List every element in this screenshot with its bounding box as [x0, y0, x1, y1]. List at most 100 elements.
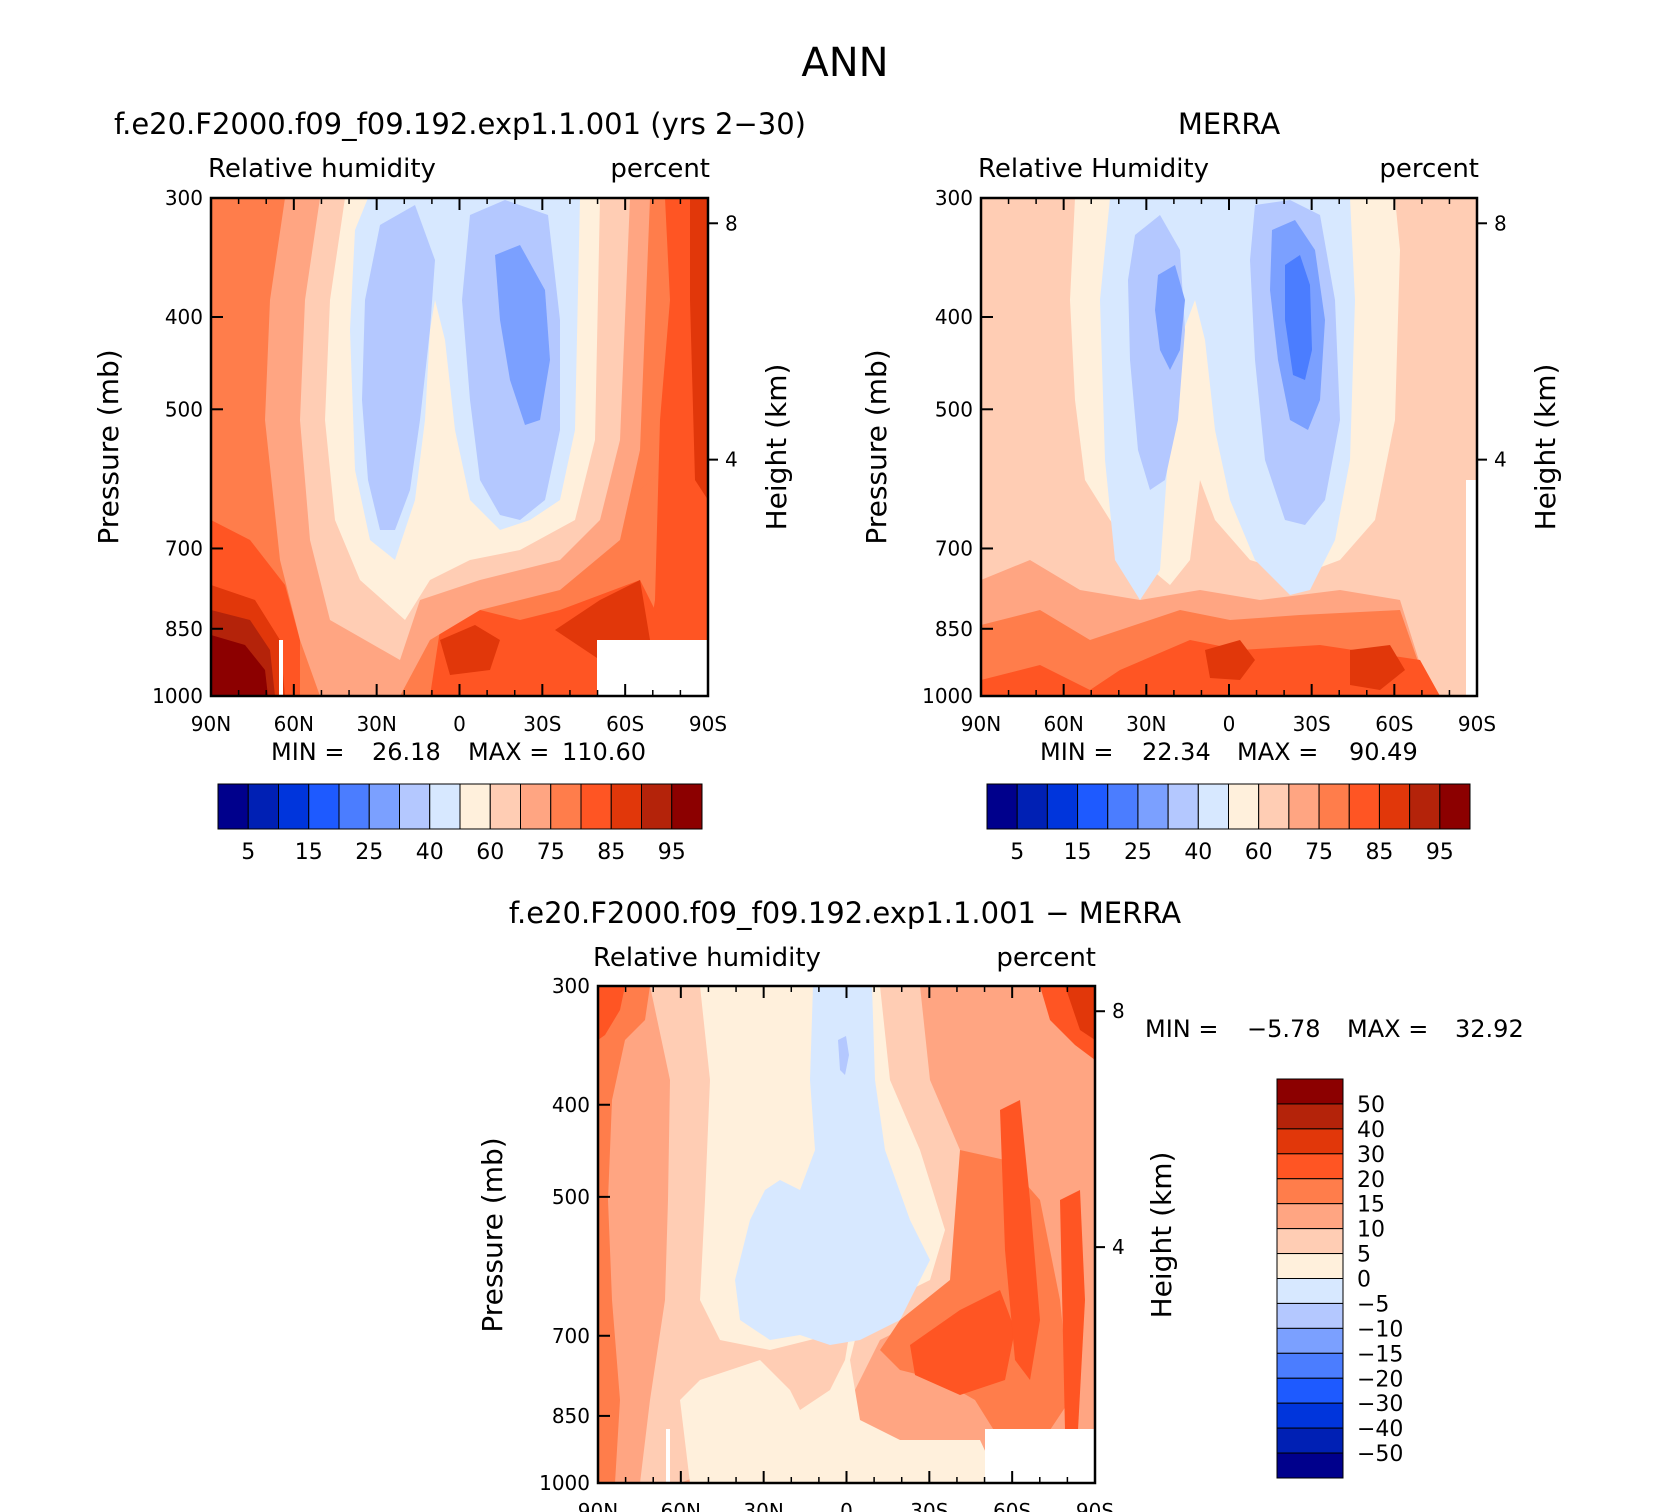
contour-diff-sh-40 — [1065, 986, 1095, 1040]
max-label: MAX = — [1237, 738, 1318, 766]
colorbar-box — [1228, 783, 1260, 830]
height-tick-label: 8 — [1494, 211, 1507, 235]
y-tick-label: 700 — [165, 536, 203, 560]
y-tick-label: 400 — [552, 1093, 590, 1117]
min-label: MIN = — [1145, 1015, 1218, 1043]
panel-merra-ylabel-right: Height (km) — [1529, 364, 1562, 531]
colorbar-label: 40 — [1184, 840, 1212, 865]
x-tick-label: 60N — [1043, 712, 1083, 736]
colorbar-box — [1276, 1103, 1344, 1130]
x-tick-label: 30S — [523, 712, 561, 736]
contour-model-30-sh — [495, 245, 550, 425]
colorbar-label: 5 — [1010, 840, 1024, 865]
colorbar-box — [489, 783, 521, 830]
colorbar-box — [308, 783, 340, 830]
colorbar-box — [1276, 1452, 1344, 1479]
panel-model-colorbar: 5 15 25 40 60 75 85 95 — [217, 783, 703, 865]
y-tick-label: 300 — [552, 974, 590, 998]
colorbar-box — [247, 783, 279, 830]
y-tick-label: 850 — [165, 617, 203, 641]
panel-diff-missing — [985, 1429, 1095, 1483]
contour-merra-95a — [1205, 640, 1255, 680]
y-tick-label: 850 — [552, 1404, 590, 1428]
y-tick-label: 500 — [935, 397, 973, 421]
x-tick-label: 60S — [993, 1499, 1031, 1512]
panel-diff-axes: 90N 60N 30N 0 30S 60S 90S 300 400 500 700 850 1000 8 4 — [539, 974, 1125, 1512]
panel-model-missing-line — [279, 640, 283, 696]
colorbar-label: 15 — [295, 840, 323, 865]
colorbar-box — [1276, 1402, 1344, 1429]
colorbar-box — [1276, 1327, 1344, 1354]
colorbar-box — [1276, 1228, 1344, 1255]
colorbar-label: 15 — [1064, 840, 1092, 865]
panel-diff-ylabel-right: Height (km) — [1145, 1152, 1178, 1319]
colorbar-label: 5 — [1357, 1243, 1371, 1268]
max-label: MAX = — [468, 738, 549, 766]
contour-model-100 — [211, 635, 268, 696]
min-value: −5.78 — [1247, 1015, 1321, 1043]
panel-diff-missing-line — [666, 1429, 670, 1483]
panel-merra: MERRA Relative Humidity percent 90N 60N 30… — [860, 107, 1562, 865]
panel-merra-variable: Relative Humidity — [978, 154, 1209, 184]
colorbar-label: 10 — [1357, 1218, 1385, 1243]
panel-model-contours — [211, 198, 708, 696]
contour-merra-25-sh — [1285, 255, 1312, 380]
y-tick-label: 300 — [935, 186, 973, 210]
colorbar-label: 85 — [597, 840, 625, 865]
colorbar-label: −50 — [1357, 1442, 1403, 1467]
height-tick-label: 4 — [1494, 448, 1507, 472]
colorbar-label: −5 — [1357, 1292, 1389, 1317]
contour-diff-30-nh — [598, 986, 625, 1040]
contour-diff-sh-30b — [1060, 1190, 1085, 1430]
colorbar-box — [1276, 1153, 1344, 1180]
y-tick-label: 300 — [165, 186, 203, 210]
panel-model-title: f.e20.F2000.f09_f09.192.exp1.1.001 (yrs … — [114, 107, 806, 141]
panel-diff: f.e20.F2000.f09_f09.192.exp1.1.001 − MER… — [476, 896, 1524, 1512]
panel-merra-colorbar: 5 15 25 40 60 75 85 95 — [986, 783, 1471, 865]
colorbar-box — [429, 783, 461, 830]
x-tick-label: 30N — [356, 712, 396, 736]
colorbar-box — [641, 783, 673, 830]
y-tick-label: 700 — [935, 536, 973, 560]
colorbar-label: 50 — [1357, 1093, 1385, 1118]
panel-diff-ylabel: Pressure (mb) — [476, 1137, 509, 1332]
panel-diff-contours — [598, 986, 1095, 1483]
contour-model-sh-low2 — [440, 625, 500, 675]
colorbar-label: −20 — [1357, 1367, 1403, 1392]
max-value: 32.92 — [1455, 1015, 1524, 1043]
colorbar-box — [278, 783, 310, 830]
colorbar-box — [399, 783, 431, 830]
colorbar-box — [550, 783, 582, 830]
colorbar-box — [1077, 783, 1109, 830]
colorbar-box — [1276, 1253, 1344, 1279]
colorbar-box — [1167, 783, 1199, 830]
y-tick-label: 850 — [935, 617, 973, 641]
x-tick-label: 30S — [1293, 712, 1331, 736]
y-tick-label: 500 — [552, 1185, 590, 1209]
y-tick-label: 400 — [935, 305, 973, 329]
colorbar-label: 60 — [1245, 840, 1273, 865]
min-label: MIN = — [1040, 738, 1113, 766]
colorbar-box — [1276, 1278, 1344, 1304]
x-tick-label: 90S — [689, 712, 727, 736]
colorbar-box — [338, 783, 370, 830]
colorbar-box — [1276, 1178, 1344, 1205]
colorbar-label: 95 — [658, 840, 686, 865]
colorbar-label: 40 — [416, 840, 444, 865]
colorbar-box — [1378, 783, 1411, 830]
x-tick-label: 60N — [274, 712, 314, 736]
colorbar-label: 5 — [241, 840, 255, 865]
colorbar-box — [1197, 783, 1229, 830]
colorbar-label: 40 — [1357, 1118, 1385, 1143]
contour-diff-0 — [735, 986, 930, 1345]
colorbar-label: 20 — [1357, 1168, 1385, 1193]
max-value: 90.49 — [1349, 738, 1418, 766]
panel-diff-stats: MIN = −5.78 MAX = 32.92 — [1145, 1015, 1524, 1043]
colorbar-label: −40 — [1357, 1417, 1403, 1442]
x-tick-label: 90N — [578, 1499, 618, 1512]
colorbar-box — [1439, 783, 1471, 830]
x-tick-label: 90S — [1076, 1499, 1114, 1512]
colorbar-box — [1107, 783, 1139, 830]
colorbar-label: −15 — [1357, 1342, 1403, 1367]
panel-diff-title: f.e20.F2000.f09_f09.192.exp1.1.001 − MER… — [509, 896, 1181, 930]
